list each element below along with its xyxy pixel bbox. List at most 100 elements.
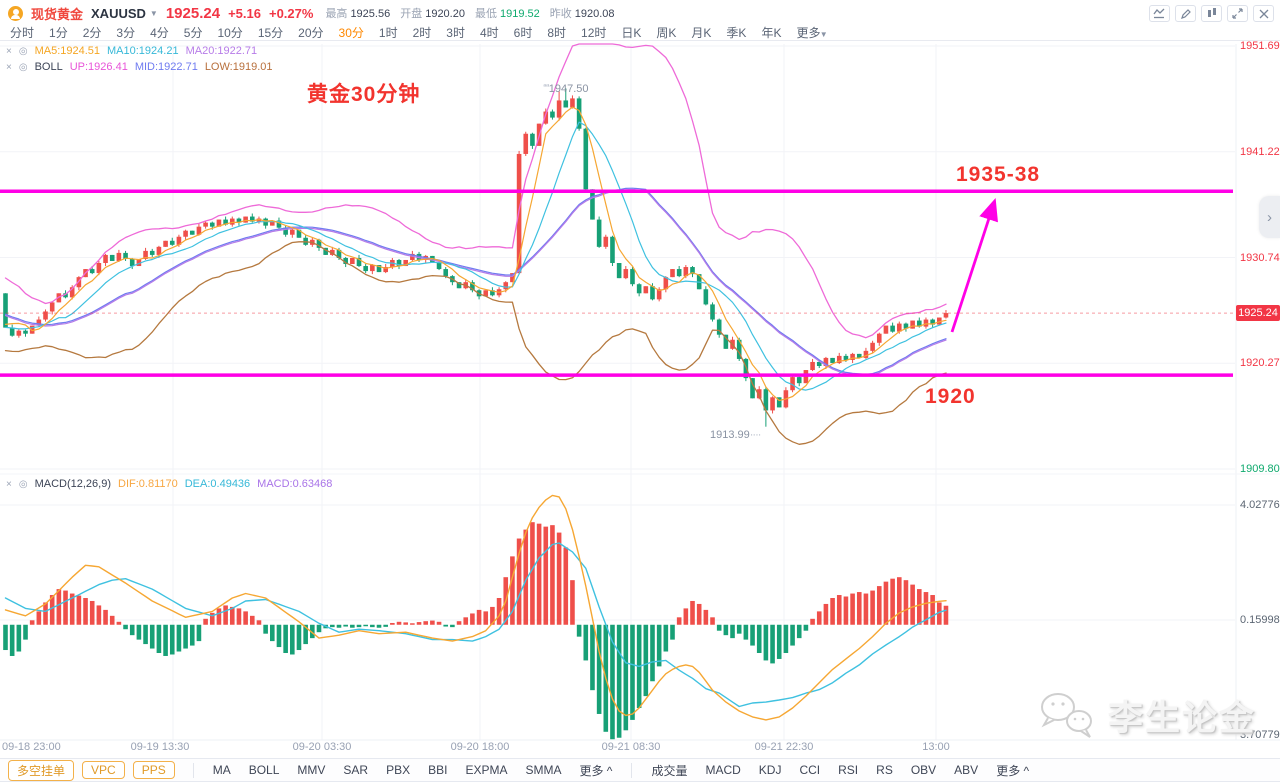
price-macd-plot[interactable] — [0, 41, 1280, 757]
time-axis-label-0: 09-18 23:00 — [2, 741, 61, 753]
timeframe-tab-1时[interactable]: 1时 — [378, 25, 398, 40]
sub-indicator-tab-RS[interactable]: RS — [876, 763, 893, 777]
toolbar-button-多空挂单[interactable]: 多空挂单 — [8, 759, 75, 781]
timeframe-tab-分时[interactable]: 分时 — [10, 25, 35, 40]
close-icon[interactable] — [1253, 5, 1274, 22]
indicator-value-1: DEA:0.49436 — [184, 478, 251, 490]
timeframe-tab-1分[interactable]: 1分 — [49, 25, 68, 40]
stat-0: 最高 1925.56 — [325, 8, 391, 20]
settings-indicator-icon[interactable]: ◎ — [18, 45, 28, 57]
daily-stats: 最高 1925.56 开盘 1920.20 最低 1919.52 昨收 1920.08 — [325, 5, 614, 21]
timeframe-tab-3时[interactable]: 3时 — [446, 25, 465, 40]
toolbar-separator — [192, 762, 194, 778]
timeframe-tab-3分[interactable]: 3分 — [116, 25, 136, 40]
sub-indicator-tab-MACD[interactable]: MACD — [705, 763, 741, 777]
macd-axis-label-0: 4.02776 — [1240, 499, 1280, 511]
macd-axis-label-2: 3.70779 — [1240, 728, 1280, 741]
chart-region[interactable]: × ◎ MA5:1924.51 MA10:1924.21 MA20:1922.71 × ◎… — [0, 40, 1280, 757]
chevron-right-icon: › — [1267, 208, 1272, 226]
timeframe-tab-周K[interactable]: 周K — [656, 25, 677, 40]
indicator-value-0: MA5:1924.51 — [34, 45, 101, 57]
timeframe-tabs: 分时 1分 2分 3分 4分 5分 10分 15分 20分 30分 1时 2时 3时 4时 6时 8时 12时日… — [10, 24, 828, 40]
time-axis: 09-18 23:00 09-19 13:30 09-20 03:30 09-20 1… — [0, 741, 1280, 757]
toolbar-separator — [631, 762, 633, 778]
time-axis-label-1: 09-19 13:30 — [130, 741, 190, 753]
timeframe-tab-4分[interactable]: 4分 — [150, 25, 169, 40]
main-indicator-tab-MA[interactable]: MA — [212, 763, 231, 777]
annotation-resistance-label: 1935-38 — [956, 163, 1041, 186]
toolbar-button-PPS[interactable]: PPS — [132, 761, 175, 779]
header-icons — [1149, 5, 1274, 22]
sub-indicator-tab-ABV[interactable]: ABV — [954, 763, 979, 777]
toolbar-button-VPC[interactable]: VPC — [82, 761, 125, 779]
timeframe-tab-2时[interactable]: 2时 — [412, 25, 432, 40]
gold-coin-icon — [8, 5, 23, 21]
expand-icon[interactable] — [1227, 5, 1248, 22]
main-indicator-tab-PBX[interactable]: PBX — [386, 763, 411, 777]
main-indicator-tab-BOLL[interactable]: BOLL — [248, 763, 280, 777]
timeframe-tab-年K[interactable]: 年K — [761, 25, 782, 40]
last-price: 1925.24 — [165, 4, 221, 22]
sub-indicator-tab-成交量[interactable]: 成交量 — [651, 763, 688, 778]
annotation-note: 黄金30分钟 — [307, 83, 421, 106]
timeframe-tab-10分[interactable]: 10分 — [217, 25, 243, 40]
symbol-name-cn: 现货黄金 — [31, 6, 84, 22]
timeframe-more-button[interactable]: 更多 ▼ — [796, 25, 828, 40]
main-indicator-tab-SMMA[interactable]: SMMA — [525, 763, 562, 777]
symbol-code[interactable]: XAUUSD — [91, 5, 146, 21]
timeframe-tab-12时[interactable]: 12时 — [581, 25, 607, 40]
indicator-value-2: MACD:0.63468 — [257, 478, 333, 490]
indicator-value-0: UP:1926.41 — [69, 61, 128, 73]
price-axis-label-2: 1930.74 — [1240, 251, 1280, 264]
main-indicator-tab-SAR[interactable]: SAR — [343, 763, 369, 777]
sub-indicator-tab-RSI[interactable]: RSI — [838, 763, 859, 777]
trend-line-icon[interactable] — [1149, 5, 1170, 22]
timeframe-tab-6时[interactable]: 6时 — [513, 25, 533, 40]
compare-bars-icon[interactable] — [1201, 5, 1222, 22]
indicator-name: MACD(12,26,9) — [34, 478, 111, 490]
macd-axis-label-1: 0.15998 — [1240, 614, 1280, 626]
settings-indicator-icon[interactable]: ◎ — [18, 61, 28, 73]
timeframe-tab-日K[interactable]: 日K — [621, 25, 642, 40]
main-indicator-tab-EXPMA[interactable]: EXPMA — [465, 763, 508, 777]
timeframe-tab-2分[interactable]: 2分 — [82, 25, 102, 40]
timeframe-tab-5分[interactable]: 5分 — [183, 25, 203, 40]
timeframe-tab-4时[interactable]: 4时 — [479, 25, 499, 40]
watermark: 李生论金 — [1036, 689, 1256, 741]
sub-indicator-tab-OBV[interactable]: OBV — [910, 763, 937, 777]
current-price-badge: 1925.24 — [1236, 305, 1280, 322]
main-indicator-tab-更多 ^[interactable]: 更多 ^ — [579, 763, 613, 778]
draw-icon[interactable] — [1175, 5, 1196, 22]
timeframe-tab-季K[interactable]: 季K — [726, 25, 747, 40]
time-axis-label-6: 13:00 — [922, 741, 950, 753]
timeframe-tab-月K[interactable]: 月K — [691, 25, 712, 40]
indicator-value-2: MA20:1922.71 — [185, 45, 258, 57]
timeframe-tab-30分[interactable]: 30分 — [338, 25, 364, 40]
annotation-support-label: 1920 — [925, 385, 976, 408]
close-indicator-icon[interactable]: × — [6, 61, 12, 73]
symbol-dropdown-icon[interactable]: ▼ — [149, 8, 158, 18]
high-price-tag: ʻʻʻʻ1947.50 — [543, 83, 589, 95]
timeframe-tab-15分[interactable]: 15分 — [257, 25, 284, 40]
close-indicator-icon[interactable]: × — [6, 45, 12, 57]
sub-indicator-tab-更多 ^[interactable]: 更多 ^ — [996, 763, 1030, 778]
ma-indicator-row: × ◎ MA5:1924.51 MA10:1924.21 MA20:1922.71 — [6, 45, 257, 57]
sub-indicator-tab-CCI[interactable]: CCI — [799, 763, 821, 777]
timeframe-tab-20分[interactable]: 20分 — [298, 25, 324, 40]
settings-indicator-icon[interactable]: ◎ — [18, 478, 28, 490]
timeframe-tab-8时[interactable]: 8时 — [547, 25, 567, 40]
symbol-row: 现货黄金 XAUUSD ▼ 1925.24 +5.16 +0.27% 最高 192… — [8, 3, 615, 23]
collapse-panel-tab[interactable]: › — [1259, 196, 1280, 238]
header: 现货黄金 XAUUSD ▼ 1925.24 +5.16 +0.27% 最高 192… — [0, 0, 1280, 41]
main-indicator-tab-BBI[interactable]: BBI — [428, 763, 448, 777]
sub-indicator-tab-KDJ[interactable]: KDJ — [758, 763, 782, 777]
indicator-value-2: LOW:1919.01 — [204, 61, 273, 73]
indicator-value-1: MID:1922.71 — [134, 61, 198, 73]
close-indicator-icon[interactable]: × — [6, 478, 12, 490]
time-axis-label-2: 09-20 03:30 — [292, 741, 352, 753]
stat-1: 开盘 1920.20 — [400, 8, 465, 20]
stat-2: 最低 1919.52 — [474, 8, 540, 20]
boll-indicator-row: × ◎ BOLL UP:1926.41 MID:1922.71 LOW:1919.01 — [6, 61, 273, 73]
main-indicator-tab-MMV[interactable]: MMV — [297, 763, 326, 777]
